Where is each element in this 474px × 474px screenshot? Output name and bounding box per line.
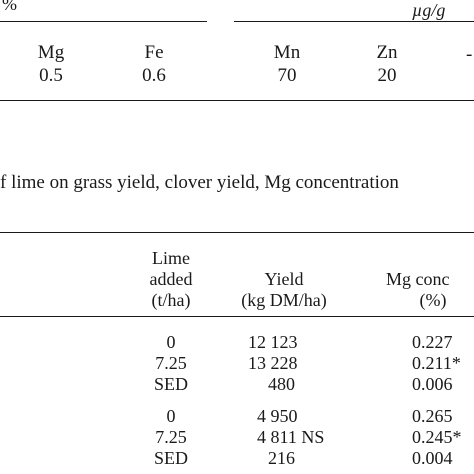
col-yield-line2: (kg DM/ha)	[241, 290, 327, 310]
unit-ugg: µg/g	[412, 0, 446, 20]
col-lime-line3: (t/ha)	[151, 290, 191, 310]
value-fe: 0.6	[142, 65, 166, 86]
row-1-lime: 0	[166, 332, 176, 352]
header-mn: Mn	[273, 42, 301, 63]
col-yield-line1: Yield	[264, 269, 304, 289]
row-2-mg: 0.211*	[412, 353, 461, 373]
row-5-yield: 4 811 NS	[257, 427, 325, 447]
top-table-bottom-rule	[0, 100, 474, 101]
main-table-top-rule	[0, 232, 474, 233]
row-6-lime: SED	[153, 448, 189, 468]
row-1-yield: 12 123	[248, 332, 298, 352]
col-lime-line1: Lime	[152, 248, 190, 268]
header-mg: Mg	[37, 42, 65, 63]
row-4-mg: 0.265	[412, 406, 453, 426]
top-rule-left	[0, 21, 207, 22]
row-1-mg: 0.227	[412, 332, 453, 352]
row-2-yield: 13 228	[248, 353, 298, 373]
header-zn: Zn	[376, 42, 398, 63]
value-mg: 0.5	[39, 65, 63, 86]
value-zn: 20	[377, 65, 397, 86]
row-5-lime: 7.25	[155, 427, 187, 447]
col-mg-line1: Mg conc	[386, 269, 450, 289]
header-fe: Fe	[144, 42, 164, 63]
row-6-yield: 216	[268, 448, 295, 468]
row-6-mg: 0.004	[412, 448, 453, 468]
row-4-lime: 0	[166, 406, 176, 426]
col-lime-line2: added	[149, 269, 193, 289]
col-mg-line2: (%)	[419, 290, 447, 310]
main-table-header-rule	[0, 316, 474, 317]
row-4-yield: 4 950	[257, 406, 298, 426]
value-mn: 70	[277, 65, 297, 86]
row-3-lime: SED	[153, 374, 189, 394]
trailing-dash: -	[466, 44, 473, 65]
row-3-mg: 0.006	[412, 374, 453, 394]
top-rule-right	[234, 21, 474, 22]
unit-percent: %	[2, 0, 17, 14]
row-5-mg: 0.245*	[412, 427, 462, 447]
table-caption: f lime on grass yield, clover yield, Mg …	[0, 172, 399, 193]
row-2-lime: 7.25	[155, 353, 187, 373]
row-3-yield: 480	[268, 374, 295, 394]
